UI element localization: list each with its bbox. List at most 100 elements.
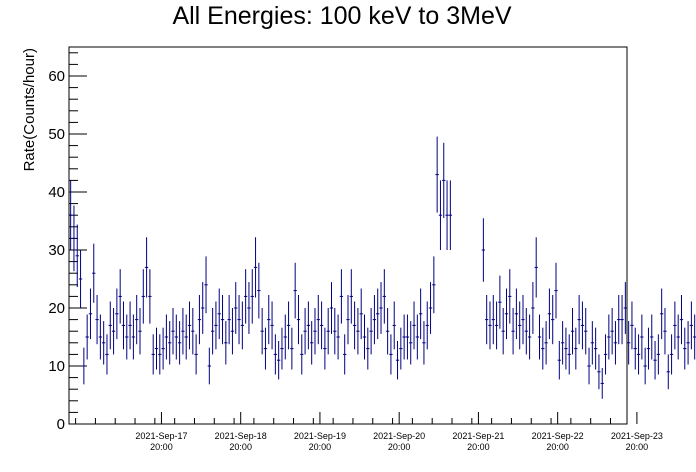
- data-point: [580, 301, 585, 350]
- data-point: [650, 314, 654, 360]
- data-point: [673, 301, 677, 350]
- data-point: [177, 321, 182, 365]
- data-point: [679, 294, 684, 345]
- data-point: [676, 314, 680, 360]
- data-point: [613, 321, 618, 365]
- data-point: [402, 314, 406, 360]
- data-point: [154, 327, 159, 370]
- data-point: [323, 327, 327, 370]
- data-point: [164, 314, 169, 360]
- data-point: [135, 294, 139, 345]
- data-point: [343, 334, 347, 375]
- data-point: [263, 327, 268, 370]
- data-point: [514, 288, 519, 340]
- data-point: [521, 294, 525, 345]
- data-point: [603, 334, 608, 375]
- data-point: [98, 314, 103, 360]
- data-point: [125, 314, 129, 360]
- data-point: [541, 327, 545, 370]
- x-tick-date-label: 2021-Sep-20: [373, 431, 425, 441]
- data-point: [230, 308, 235, 355]
- data-point: [257, 262, 261, 319]
- data-point: [128, 301, 132, 350]
- data-point: [653, 340, 657, 380]
- data-point: [633, 327, 637, 370]
- data-point: [85, 314, 89, 360]
- data-point: [686, 321, 690, 365]
- y-tick-label: 0: [57, 416, 65, 433]
- data-point: [646, 327, 651, 370]
- data-point: [247, 282, 251, 334]
- x-tick-date-label: 2021-Sep-19: [294, 431, 346, 441]
- data-point: [227, 294, 231, 345]
- data-point: [171, 308, 175, 355]
- data-point: [584, 308, 588, 355]
- data-point: [372, 294, 377, 345]
- data-point: [656, 334, 661, 375]
- data-point: [527, 314, 532, 360]
- data-point: [590, 321, 594, 365]
- data-point: [425, 301, 429, 350]
- x-tick-date-label: 2021-Sep-18: [215, 431, 267, 441]
- x-tick-time-label: 20:00: [150, 442, 173, 452]
- data-point: [95, 294, 99, 345]
- data-point: [389, 334, 393, 375]
- x-tick-time-label: 20:00: [388, 442, 411, 452]
- data-point: [277, 340, 281, 380]
- data-point: [201, 282, 205, 334]
- data-point: [234, 282, 238, 334]
- data-point: [369, 308, 373, 355]
- data-point: [385, 308, 390, 355]
- data-point: [111, 308, 116, 355]
- data-point: [498, 275, 502, 329]
- data-point: [382, 269, 386, 324]
- data-point: [376, 288, 380, 340]
- data-point: [418, 288, 423, 340]
- data-point: [442, 142, 446, 218]
- data-point: [184, 314, 188, 360]
- y-tick-label: 20: [48, 300, 65, 317]
- data-point: [399, 327, 403, 370]
- data-point: [310, 321, 314, 365]
- data-point: [131, 314, 136, 360]
- data-point: [620, 294, 624, 345]
- data-point: [362, 314, 367, 360]
- data-point: [409, 321, 413, 365]
- data-point: [207, 347, 211, 385]
- data-point: [243, 269, 248, 324]
- data-point: [158, 334, 162, 375]
- data-point: [560, 321, 565, 365]
- data-point: [78, 250, 83, 308]
- data-point: [329, 282, 334, 334]
- data-point: [108, 301, 112, 350]
- data-point: [316, 294, 320, 345]
- data-point: [253, 237, 258, 298]
- x-tick-time-label: 20:00: [546, 442, 569, 452]
- data-point: [144, 237, 149, 298]
- data-point: [224, 321, 228, 365]
- data-point: [534, 237, 538, 298]
- data-point: [151, 334, 155, 375]
- data-point: [666, 354, 670, 390]
- data-point: [187, 301, 192, 350]
- x-tick-time-label: 20:00: [626, 442, 649, 452]
- data-point: [306, 301, 311, 350]
- data-point: [88, 288, 93, 340]
- x-tick-time-label: 20:00: [229, 442, 252, 452]
- data-point: [75, 224, 79, 288]
- data-point: [359, 288, 363, 340]
- data-point: [217, 288, 221, 340]
- data-point: [303, 308, 307, 355]
- data-point: [395, 340, 400, 380]
- data-point: [630, 301, 634, 350]
- data-point: [319, 301, 324, 350]
- data-point: [105, 334, 109, 375]
- data-point: [607, 314, 611, 360]
- data-point: [432, 256, 436, 314]
- data-point: [481, 218, 486, 282]
- data-point: [273, 334, 278, 375]
- data-point: [501, 308, 505, 355]
- data-point: [240, 301, 244, 350]
- data-point: [115, 288, 119, 340]
